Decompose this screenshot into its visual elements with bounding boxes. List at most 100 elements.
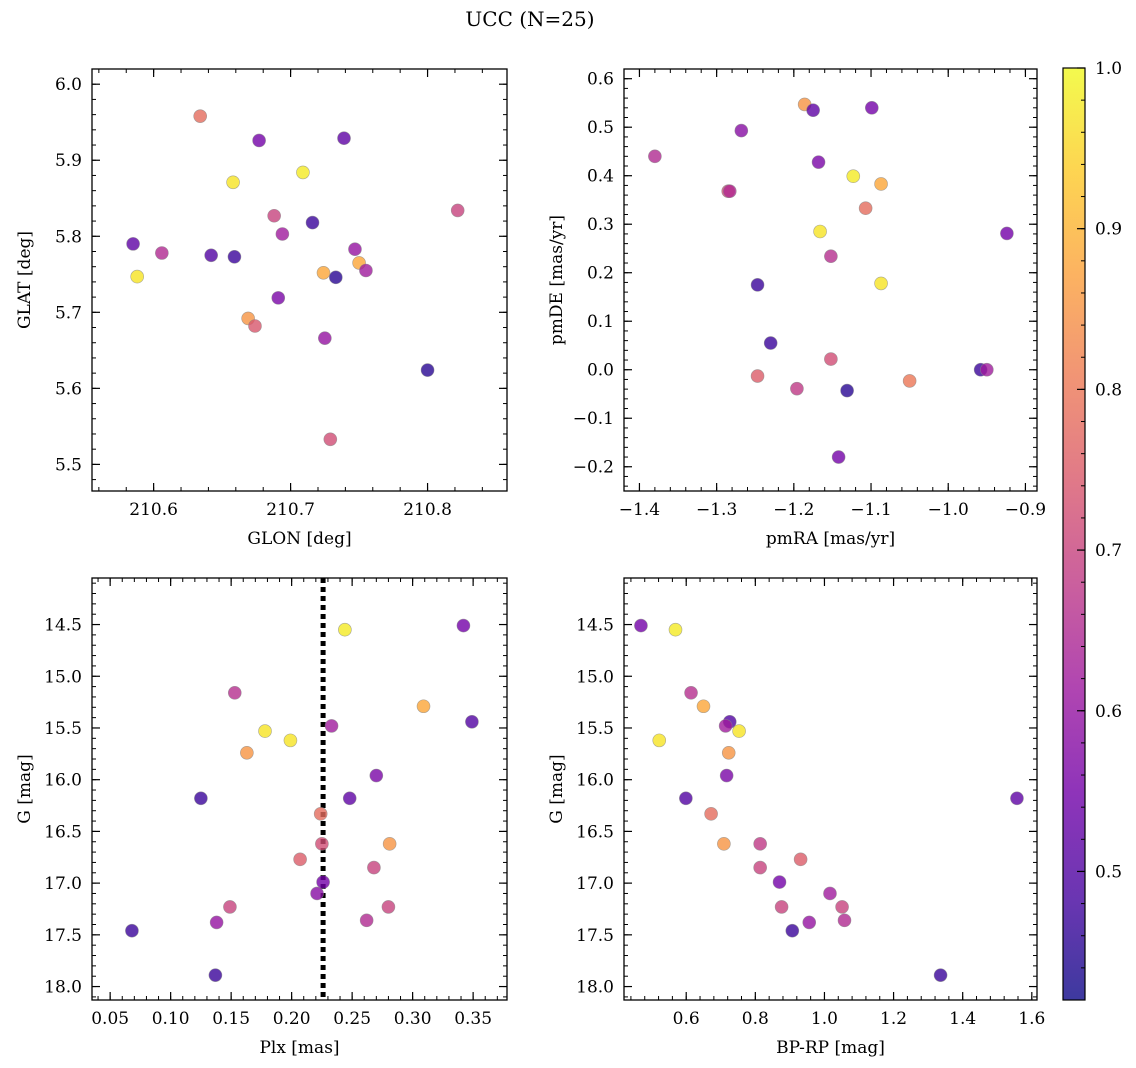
x-tick-label: −1.4 bbox=[619, 500, 660, 520]
scatter-point bbox=[750, 369, 765, 383]
scatter-point bbox=[313, 807, 328, 821]
scatter-point bbox=[155, 246, 169, 260]
x-tick-label: −1.3 bbox=[696, 500, 737, 520]
panel-parallax-magnitude: 0.05 0.10 0.15 0.20 0.25 0.30 0.35 14.5 15.0 15.5… bbox=[15, 577, 508, 1058]
scatter-point bbox=[367, 860, 381, 875]
y-tick-label: 15.5 bbox=[576, 719, 614, 739]
scatter-point bbox=[823, 886, 837, 901]
scatter-point bbox=[753, 860, 767, 875]
scatter-point bbox=[223, 900, 237, 914]
x-axis-label: BP-RP [mag] bbox=[776, 1038, 885, 1058]
x-tick-label: 1.2 bbox=[880, 1009, 907, 1029]
colorbar-tick-label: 0.9 bbox=[1095, 220, 1122, 240]
scatter-point bbox=[369, 768, 384, 783]
y-tick-label: 5.7 bbox=[55, 303, 82, 323]
scatter-point bbox=[750, 278, 765, 292]
x-tick-label: 0.6 bbox=[673, 1009, 700, 1029]
scatter-point bbox=[634, 618, 648, 633]
scatter-point bbox=[933, 968, 948, 982]
y-tick-label: 15.0 bbox=[44, 667, 82, 687]
x-axis-label: GLON [deg] bbox=[247, 529, 351, 549]
y-tick-label: 16.5 bbox=[44, 822, 82, 842]
scatter-point bbox=[679, 791, 693, 806]
x-tick-label: 0.8 bbox=[742, 1009, 769, 1029]
scatter-point bbox=[420, 363, 435, 377]
scatter-point bbox=[648, 149, 662, 164]
x-tick-label: −1.1 bbox=[850, 500, 891, 520]
scatter-point bbox=[416, 699, 431, 714]
scatter-point bbox=[204, 248, 218, 263]
y-tick-label: 17.5 bbox=[44, 926, 82, 946]
y-tick-label: 0.5 bbox=[587, 118, 614, 138]
x-tick-label: −0.9 bbox=[1005, 500, 1046, 520]
y-tick-label: 17.0 bbox=[44, 874, 82, 894]
scatter-point bbox=[381, 900, 396, 914]
y-tick-label: 17.0 bbox=[576, 874, 614, 894]
scatter-point bbox=[753, 837, 767, 851]
scatter-point bbox=[813, 224, 827, 239]
panels: 210.6 210.7 210.8 5.5 5.6 5.7 5.8 5.9 6.0 GLON [d… bbox=[15, 68, 1046, 1058]
scatter-point bbox=[337, 131, 351, 145]
scatter-point bbox=[316, 265, 331, 280]
scatter-point bbox=[684, 686, 698, 700]
scatter-point bbox=[864, 101, 879, 115]
y-tick-label: 5.9 bbox=[55, 151, 82, 171]
y-tick-label: 16.0 bbox=[44, 771, 82, 791]
major-ticks bbox=[624, 578, 1037, 1000]
scatter-point bbox=[840, 383, 854, 398]
x-tick-label: −1.2 bbox=[773, 500, 814, 520]
colorbar: 0.5 0.6 0.7 0.8 0.9 1.0 bbox=[1062, 59, 1122, 1001]
minor-ticks bbox=[92, 578, 507, 1000]
scatter-point bbox=[696, 699, 711, 714]
scatter-point bbox=[718, 719, 733, 733]
y-tick-label: 14.5 bbox=[44, 616, 82, 636]
scatter-point bbox=[271, 291, 286, 305]
scatter-point bbox=[824, 352, 838, 366]
scatter-point bbox=[722, 184, 737, 199]
scatter-point bbox=[227, 250, 242, 264]
scatter-point bbox=[668, 622, 683, 637]
scatter-point bbox=[316, 875, 330, 889]
y-tick-label: 14.5 bbox=[576, 616, 614, 636]
x-tick-label: 0.20 bbox=[273, 1009, 311, 1029]
x-tick-label: 1.6 bbox=[1018, 1009, 1045, 1029]
scatter-point bbox=[763, 336, 778, 350]
scatter-point bbox=[874, 276, 888, 291]
panel-proper-motion: −1.4 −1.3 −1.2 −1.1 −1.0 −0.9 −0.2 −0.1 0.0 0.1 0.… bbox=[547, 68, 1046, 549]
scatter-point bbox=[359, 913, 374, 928]
y-tick-label: 6.0 bbox=[55, 75, 82, 95]
scatter-point bbox=[652, 733, 667, 748]
scatter-point bbox=[980, 362, 994, 377]
scatter-point bbox=[772, 875, 787, 889]
x-tick-label: 0.30 bbox=[394, 1009, 432, 1029]
colorbar-tick-label: 0.5 bbox=[1095, 862, 1122, 882]
scatter-point bbox=[831, 450, 846, 464]
y-tick-label: 16.0 bbox=[576, 771, 614, 791]
scatter-point bbox=[193, 109, 208, 123]
scatter-point bbox=[382, 837, 397, 851]
y-tick-label: 5.5 bbox=[55, 455, 82, 475]
colorbar-tick-label: 1.0 bbox=[1095, 59, 1122, 79]
x-tick-label: 0.15 bbox=[212, 1009, 250, 1029]
y-tick-label: 15.0 bbox=[576, 667, 614, 687]
minor-ticks bbox=[624, 578, 1037, 1000]
scatter-point bbox=[874, 177, 888, 191]
y-axis-label: G [mag] bbox=[547, 754, 567, 823]
scatter-point bbox=[835, 900, 849, 914]
scatter-point bbox=[130, 269, 144, 284]
scatter-point bbox=[732, 724, 746, 738]
y-tick-label: 15.5 bbox=[44, 719, 82, 739]
data-points bbox=[125, 618, 479, 982]
y-tick-label: 18.0 bbox=[576, 978, 614, 998]
y-tick-label: 16.5 bbox=[576, 822, 614, 842]
scatter-point bbox=[704, 807, 718, 821]
scatter-point bbox=[328, 270, 343, 285]
data-points bbox=[126, 109, 465, 447]
scatter-point bbox=[359, 263, 373, 278]
scatter-point bbox=[806, 103, 820, 118]
minor-ticks bbox=[92, 68, 507, 491]
y-axis-label: GLAT [deg] bbox=[15, 231, 35, 329]
scatter-point bbox=[719, 768, 734, 783]
y-tick-label: −0.1 bbox=[573, 409, 614, 429]
